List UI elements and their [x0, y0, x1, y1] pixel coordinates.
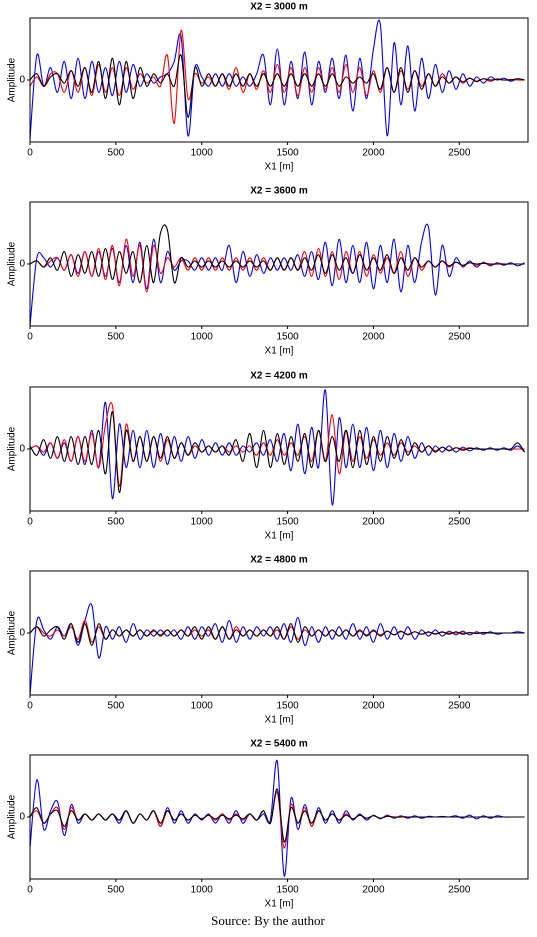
trace-line: [30, 29, 525, 124]
plot-frame: [29, 17, 529, 143]
y-axis-label: Amplitude: [7, 426, 18, 471]
trace-line: [30, 788, 525, 843]
x-tick-label: 2000: [362, 332, 385, 343]
y-tick-label: 0: [19, 812, 25, 823]
chart-title: X2 = 4200 m: [250, 371, 308, 382]
x-tick-label: 0: [27, 517, 33, 528]
y-axis-label: Amplitude: [7, 57, 18, 102]
trace-line: [30, 223, 525, 326]
chart-title: X2 = 5400 m: [250, 739, 308, 750]
x-tick-label: 1500: [276, 885, 299, 896]
x-tick-label: 1500: [276, 148, 299, 159]
y-axis-label: Amplitude: [7, 794, 18, 839]
x-tick-label: 0: [27, 148, 33, 159]
x-axis-label: X1 [m]: [265, 162, 294, 173]
y-tick-label: 0: [19, 628, 25, 639]
y-tick-label: 0: [19, 444, 25, 455]
x-tick-label: 0: [27, 701, 33, 712]
x-tick-label: 1500: [276, 701, 299, 712]
trace-line: [30, 224, 525, 284]
y-tick-label: 0: [19, 259, 25, 270]
x-tick-label: 2500: [448, 332, 471, 343]
x-axis-label: X1 [m]: [265, 899, 294, 910]
chart-title: X2 = 4800 m: [250, 555, 308, 566]
plot-frame: [29, 570, 529, 696]
x-tick-label: 2000: [362, 517, 385, 528]
y-tick-label: 0: [19, 75, 25, 86]
x-axis-label: X1 [m]: [265, 531, 294, 542]
x-tick-label: 1000: [191, 517, 214, 528]
x-tick-label: 0: [27, 885, 33, 896]
x-axis-label: X1 [m]: [265, 715, 294, 726]
x-tick-label: 1000: [191, 701, 214, 712]
y-axis-label: Amplitude: [7, 241, 18, 286]
trace-line: [30, 54, 525, 118]
x-tick-label: 500: [108, 885, 125, 896]
x-tick-label: 500: [108, 701, 125, 712]
x-tick-label: 1500: [276, 332, 299, 343]
x-tick-label: 2000: [362, 148, 385, 159]
chart-title: X2 = 3600 m: [250, 186, 308, 197]
x-tick-label: 1500: [276, 517, 299, 528]
x-axis-label: X1 [m]: [265, 346, 294, 357]
trace-line: [30, 402, 525, 487]
x-tick-label: 1000: [191, 148, 214, 159]
x-tick-label: 0: [27, 332, 33, 343]
trace-line: [30, 623, 525, 646]
y-axis-label: Amplitude: [7, 610, 18, 655]
x-tick-label: 1000: [191, 332, 214, 343]
source-note: Source: By the author: [211, 913, 325, 928]
x-tick-label: 1000: [191, 885, 214, 896]
trace-line: [30, 389, 525, 506]
chart-title: X2 = 3000 m: [250, 2, 308, 13]
plot-frame: [29, 386, 529, 512]
x-tick-label: 2000: [362, 701, 385, 712]
x-tick-label: 2500: [448, 701, 471, 712]
x-tick-label: 2500: [448, 517, 471, 528]
trace-line: [30, 759, 525, 877]
x-tick-label: 500: [108, 517, 125, 528]
trace-line: [30, 411, 526, 493]
trace-line: [30, 19, 525, 139]
plot-frame: [29, 754, 529, 880]
trace-line: [30, 603, 525, 695]
x-tick-label: 2500: [448, 885, 471, 896]
plot-frame: [29, 201, 529, 327]
x-tick-label: 2000: [362, 885, 385, 896]
x-tick-label: 2500: [448, 148, 471, 159]
x-tick-label: 500: [108, 332, 125, 343]
x-tick-label: 500: [108, 148, 125, 159]
